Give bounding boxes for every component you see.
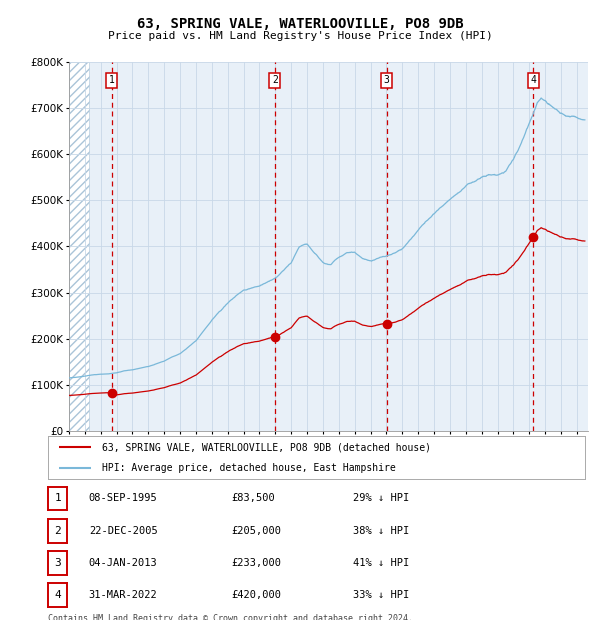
Text: £233,000: £233,000	[231, 558, 281, 568]
Text: 08-SEP-1995: 08-SEP-1995	[89, 494, 158, 503]
Text: £83,500: £83,500	[231, 494, 275, 503]
Text: 63, SPRING VALE, WATERLOOVILLE, PO8 9DB: 63, SPRING VALE, WATERLOOVILLE, PO8 9DB	[137, 17, 463, 32]
Text: £205,000: £205,000	[231, 526, 281, 536]
Text: Contains HM Land Registry data © Crown copyright and database right 2024.: Contains HM Land Registry data © Crown c…	[48, 614, 413, 620]
Text: 4: 4	[54, 590, 61, 600]
Text: 63, SPRING VALE, WATERLOOVILLE, PO8 9DB (detached house): 63, SPRING VALE, WATERLOOVILLE, PO8 9DB …	[102, 443, 431, 453]
Text: 33% ↓ HPI: 33% ↓ HPI	[353, 590, 409, 600]
Polygon shape	[69, 62, 89, 431]
Text: 31-MAR-2022: 31-MAR-2022	[89, 590, 158, 600]
Text: Price paid vs. HM Land Registry's House Price Index (HPI): Price paid vs. HM Land Registry's House …	[107, 31, 493, 41]
Text: 3: 3	[383, 76, 389, 86]
Text: 41% ↓ HPI: 41% ↓ HPI	[353, 558, 409, 568]
Text: 2: 2	[272, 76, 278, 86]
Text: £420,000: £420,000	[231, 590, 281, 600]
Text: 22-DEC-2005: 22-DEC-2005	[89, 526, 158, 536]
Text: 1: 1	[54, 494, 61, 503]
Text: 2: 2	[54, 526, 61, 536]
Text: 38% ↓ HPI: 38% ↓ HPI	[353, 526, 409, 536]
Text: 29% ↓ HPI: 29% ↓ HPI	[353, 494, 409, 503]
Text: 4: 4	[530, 76, 536, 86]
Text: 1: 1	[109, 76, 115, 86]
Text: HPI: Average price, detached house, East Hampshire: HPI: Average price, detached house, East…	[102, 463, 395, 472]
Text: 3: 3	[54, 558, 61, 568]
Text: 04-JAN-2013: 04-JAN-2013	[89, 558, 158, 568]
